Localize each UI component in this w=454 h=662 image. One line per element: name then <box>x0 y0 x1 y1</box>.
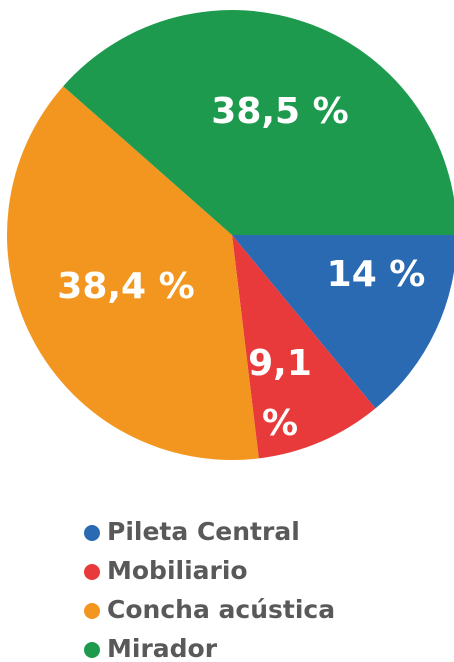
data-label: 14 % <box>327 254 426 295</box>
pie-slice <box>63 10 454 235</box>
data-label: 38,4 % <box>57 266 194 307</box>
legend-marker <box>84 564 100 580</box>
legend-label: Mobiliario <box>107 556 248 585</box>
legend-label: Mirador <box>107 634 218 662</box>
data-label: 38,5 % <box>211 91 348 132</box>
data-label: 9,1% <box>248 343 312 444</box>
legend-marker <box>84 603 100 619</box>
legend-label: Pileta Central <box>107 517 300 546</box>
legend-marker <box>84 525 100 541</box>
pie-slice <box>6 86 259 460</box>
pie-slice <box>232 235 376 459</box>
legend-marker <box>84 642 100 658</box>
pie-slice <box>232 235 454 409</box>
legend-label: Concha acústica <box>107 595 335 624</box>
